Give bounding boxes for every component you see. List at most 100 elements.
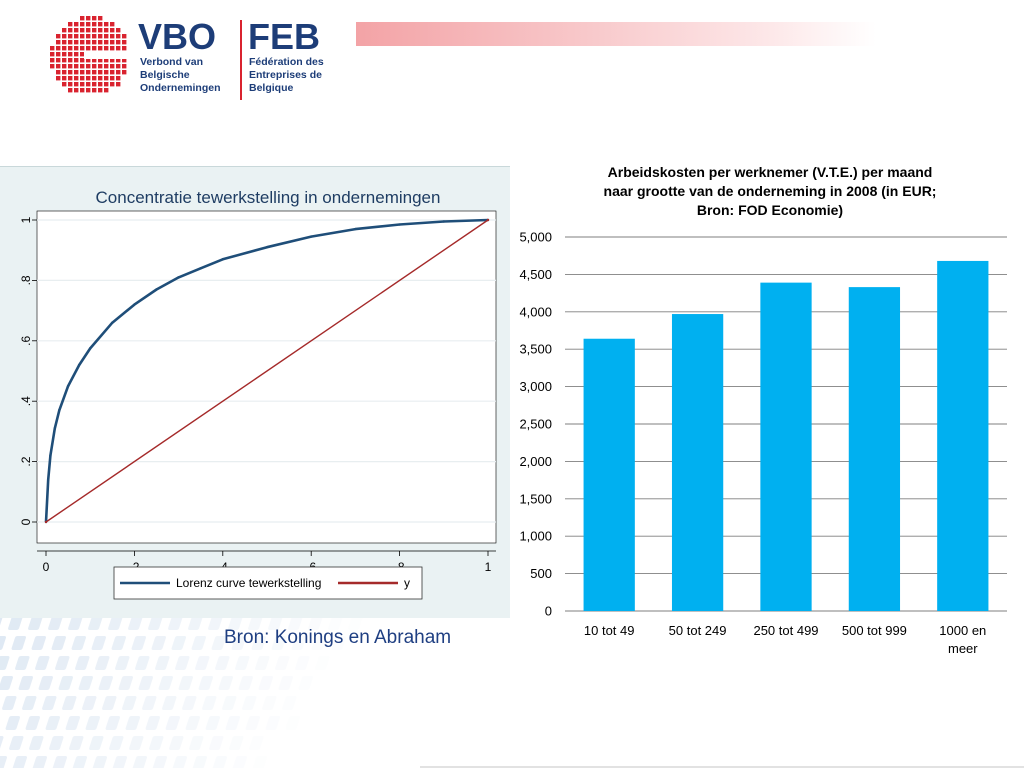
deco-square <box>72 756 88 768</box>
globe-dot <box>104 88 109 93</box>
globe-dot <box>86 76 91 81</box>
lorenz-point <box>53 427 57 430</box>
globe-dot <box>86 82 91 87</box>
globe-dot <box>56 76 61 81</box>
globe-dot <box>110 70 115 75</box>
deco-square <box>255 656 270 670</box>
deco-square <box>135 656 150 670</box>
deco-square <box>185 716 201 730</box>
bar-chart: Arbeidskosten per werknemer (V.T.E.) per… <box>519 164 1007 656</box>
deco-square <box>291 636 307 650</box>
deco-square <box>18 676 34 690</box>
globe-dot <box>56 40 61 45</box>
lorenz-title: Concentratie tewerkstelling in ondernemi… <box>96 188 441 207</box>
deco-square <box>42 696 57 710</box>
bar-y-tick-label: 500 <box>530 566 552 581</box>
deco-square <box>149 736 164 750</box>
globe-dot <box>92 82 97 87</box>
deco-square <box>162 696 177 710</box>
footer-divider <box>420 766 1024 768</box>
globe-dot <box>80 46 85 51</box>
deco-square <box>138 676 154 690</box>
deco-square <box>191 636 207 650</box>
deco-square <box>249 736 264 750</box>
deco-square <box>275 656 290 670</box>
globe-dot <box>86 16 91 21</box>
deco-square <box>151 636 167 650</box>
globe-dot <box>68 28 73 33</box>
deco-square <box>49 736 64 750</box>
globe-dot <box>86 22 91 27</box>
legend-label-y: y <box>404 576 410 590</box>
globe-dot <box>80 40 85 45</box>
bar-1 <box>583 338 635 611</box>
lorenz-y-tick-label: .2 <box>19 456 33 466</box>
globe-dot <box>92 22 97 27</box>
globe-dot <box>116 28 121 33</box>
lorenz-point <box>66 384 70 388</box>
deco-square <box>32 756 48 768</box>
globe-dot <box>68 22 73 27</box>
globe-dot <box>68 76 73 81</box>
deco-square <box>148 616 163 630</box>
bar-y-tick-label: 2,500 <box>519 417 552 432</box>
bar-y-tick-label: 1,500 <box>519 491 552 506</box>
globe-dot <box>56 64 61 69</box>
lorenz-point <box>111 321 114 324</box>
deco-square <box>145 716 161 730</box>
deco-square <box>262 696 277 710</box>
deco-square <box>225 716 241 730</box>
lorenz-point <box>133 303 136 306</box>
globe-dot <box>80 52 85 57</box>
lorenz-point <box>310 235 313 238</box>
globe-dot <box>92 88 97 93</box>
globe-dot <box>92 28 97 33</box>
lorenz-chart: Concentratie tewerkstelling in ondernemi… <box>19 188 497 600</box>
deco-square <box>165 716 181 730</box>
lorenz-x-tick-label: 0 <box>43 560 50 574</box>
diagonal-point <box>486 218 490 222</box>
deco-square <box>55 656 70 670</box>
bar-category-label: meer <box>948 641 978 656</box>
globe-dot <box>56 58 61 63</box>
globe-dot <box>56 46 61 51</box>
globe-dot <box>86 88 91 93</box>
globe-dot <box>68 58 73 63</box>
deco-square <box>171 636 187 650</box>
deco-square <box>82 696 97 710</box>
deco-square <box>58 676 74 690</box>
deco-square <box>88 616 103 630</box>
globe-dot <box>98 64 103 69</box>
deco-square <box>45 716 61 730</box>
bar-5 <box>937 260 989 611</box>
deco-square <box>282 696 297 710</box>
deco-square <box>195 656 210 670</box>
logo-brand-nl: VBO <box>138 16 217 57</box>
globe-dot <box>74 64 79 69</box>
globe-dot <box>86 70 91 75</box>
deco-square <box>252 756 268 768</box>
bar-category-label: 10 tot 49 <box>584 623 635 638</box>
deco-square <box>288 616 303 630</box>
globe-dot <box>122 46 127 51</box>
deco-square <box>285 716 301 730</box>
globe-dot <box>98 70 103 75</box>
globe-dot <box>104 58 109 63</box>
deco-square <box>8 616 23 630</box>
deco-square <box>69 736 84 750</box>
lorenz-x-tick-label: 1 <box>485 560 492 574</box>
deco-square <box>198 676 214 690</box>
deco-square <box>188 616 203 630</box>
globe-dot <box>92 76 97 81</box>
globe-dot <box>110 46 115 51</box>
deco-square <box>48 616 63 630</box>
logo-divider <box>240 20 242 100</box>
globe-dot <box>68 46 73 51</box>
globe-dot <box>80 58 85 63</box>
bar-y-tick-label: 4,000 <box>519 304 552 319</box>
globe-dot <box>50 58 55 63</box>
globe-dot <box>62 46 67 51</box>
globe-dot <box>116 70 121 75</box>
globe-dot <box>56 70 61 75</box>
lorenz-point <box>177 276 180 279</box>
